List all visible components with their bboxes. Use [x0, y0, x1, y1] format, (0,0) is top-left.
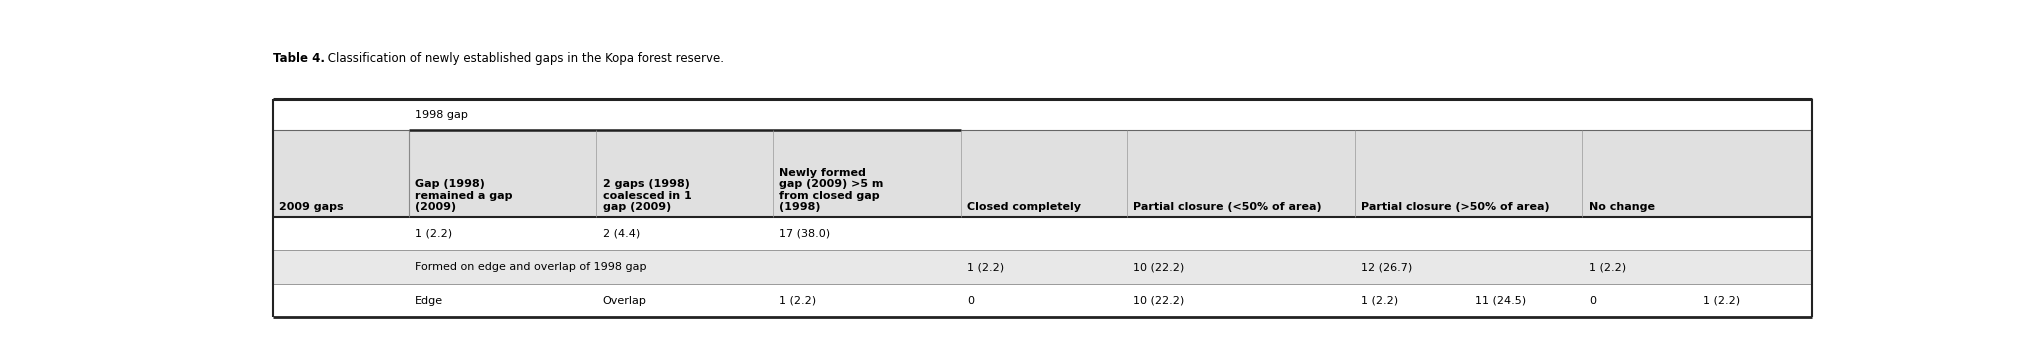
Text: 1 (2.2): 1 (2.2)	[1702, 296, 1741, 306]
Text: 0: 0	[968, 296, 974, 306]
Text: Newly formed
gap (2009) >5 m
from closed gap
(1998): Newly formed gap (2009) >5 m from closed…	[779, 168, 885, 212]
Text: Closed completely: Closed completely	[968, 203, 1082, 212]
Text: 2009 gaps: 2009 gaps	[279, 203, 344, 212]
Text: Classification of newly established gaps in the Kopa forest reserve.: Classification of newly established gaps…	[323, 52, 724, 65]
Text: Overlap: Overlap	[602, 296, 647, 306]
Text: Table 4.: Table 4.	[273, 52, 325, 65]
Text: 12 (26.7): 12 (26.7)	[1361, 262, 1412, 272]
Text: 2 (4.4): 2 (4.4)	[602, 228, 641, 238]
Text: 1998 gap: 1998 gap	[415, 110, 468, 120]
Text: 10 (22.2): 10 (22.2)	[1133, 296, 1184, 306]
Text: 1 (2.2): 1 (2.2)	[415, 228, 452, 238]
Bar	[273, 217, 1812, 250]
Text: 17 (38.0): 17 (38.0)	[779, 228, 830, 238]
Text: Gap (1998)
remained a gap
(2009): Gap (1998) remained a gap (2009)	[415, 179, 513, 212]
Bar	[273, 99, 1812, 130]
Text: Partial closure (<50% of area): Partial closure (<50% of area)	[1133, 203, 1322, 212]
Text: 10 (22.2): 10 (22.2)	[1133, 262, 1184, 272]
Text: No change: No change	[1589, 203, 1656, 212]
Text: Partial closure (>50% of area): Partial closure (>50% of area)	[1361, 203, 1550, 212]
Text: Formed on edge and overlap of 1998 gap: Formed on edge and overlap of 1998 gap	[415, 262, 647, 272]
Bar	[273, 284, 1812, 318]
Text: Edge: Edge	[415, 296, 443, 306]
Text: 1 (2.2): 1 (2.2)	[779, 296, 816, 306]
Text: 1 (2.2): 1 (2.2)	[968, 262, 1005, 272]
Bar	[273, 250, 1812, 284]
Text: 2 gaps (1998)
coalesced in 1
gap (2009): 2 gaps (1998) coalesced in 1 gap (2009)	[602, 179, 692, 212]
Text: 1 (2.2): 1 (2.2)	[1361, 296, 1397, 306]
Text: 1 (2.2): 1 (2.2)	[1589, 262, 1625, 272]
Text: 11 (24.5): 11 (24.5)	[1475, 296, 1526, 306]
Text: 0: 0	[1589, 296, 1597, 306]
Bar	[273, 130, 1812, 217]
